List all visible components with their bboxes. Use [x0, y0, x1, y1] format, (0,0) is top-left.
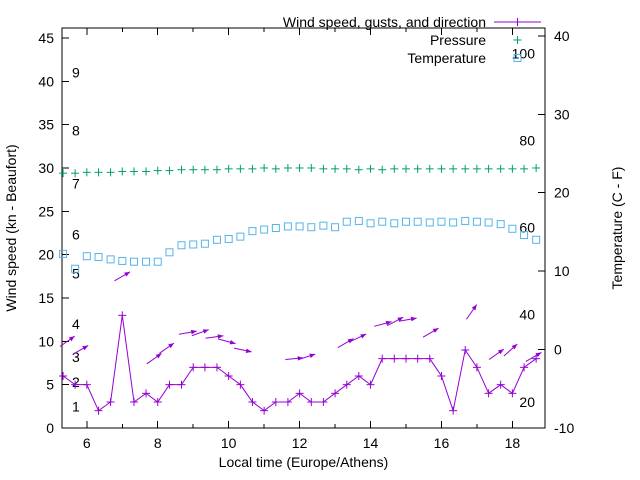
beaufort-label: 3 [72, 349, 80, 365]
x-tick-label: 10 [221, 435, 237, 451]
fahrenheit-label: 20 [519, 394, 535, 410]
beaufort-label: 2 [72, 374, 80, 390]
y-tick-label: 10 [38, 333, 54, 349]
beaufort-label: 6 [72, 227, 80, 243]
y-tick-label: 35 [38, 117, 54, 133]
y2-tick-label: -10 [554, 420, 574, 436]
fahrenheit-label: 40 [519, 307, 535, 323]
x-tick-label: 18 [505, 435, 521, 451]
y2-tick-label: 20 [554, 185, 570, 201]
fahrenheit-label: 100 [512, 45, 536, 61]
pressure-series [59, 163, 541, 178]
x-tick-label: 16 [434, 435, 450, 451]
x-tick-label: 14 [363, 435, 379, 451]
beaufort-label: 9 [72, 65, 80, 81]
x-tick-label: 8 [154, 435, 162, 451]
y-tick-label: 30 [38, 160, 54, 176]
y-tick-label: 15 [38, 290, 54, 306]
plot-border [61, 27, 546, 429]
y2-tick-label: 10 [554, 263, 570, 279]
y-axis-right: -10 0 10 20 30 40 [538, 28, 574, 436]
beaufort-label: 7 [72, 176, 80, 192]
beaufort-label: 5 [72, 266, 80, 282]
y-tick-label: 25 [38, 203, 54, 219]
beaufort-label: 1 [72, 398, 80, 414]
x-axis: 6 8 10 12 14 16 18 [83, 28, 520, 451]
gust-arrows [59, 271, 542, 365]
y2-tick-label: 0 [554, 342, 562, 358]
legend-label: Temperature [407, 50, 486, 66]
axis-titles: Local time (Europe/Athens) Wind speed (kn… [3, 144, 625, 470]
y-tick-label: 5 [46, 377, 54, 393]
y2-tick-label: 40 [554, 28, 570, 44]
y-tick-label: 40 [38, 73, 54, 89]
legend: Wind speed, gusts, and direction Pressure… [283, 14, 541, 66]
y-tick-label: 45 [38, 30, 54, 46]
y2-tick-label: 30 [554, 106, 570, 122]
beaufort-scale-labels: 1 2 3 4 5 6 7 8 9 [72, 65, 80, 415]
beaufort-label: 4 [72, 316, 80, 332]
y-axis-title: Wind speed (kn - Beaufort) [3, 144, 19, 311]
y2-axis-title: Temperature (C - F) [609, 167, 625, 290]
fahrenheit-label: 80 [519, 132, 535, 148]
wind-series [59, 311, 541, 415]
beaufort-label: 8 [72, 123, 80, 139]
x-axis-title: Local time (Europe/Athens) [219, 454, 389, 470]
y-tick-label: 0 [46, 420, 54, 436]
temperature-series [59, 216, 541, 273]
legend-label: Pressure [430, 32, 486, 48]
x-tick-label: 6 [83, 435, 91, 451]
y-axis-left: 0 5 10 15 20 25 30 35 40 45 [38, 30, 69, 436]
x-tick-label: 12 [292, 435, 308, 451]
y-tick-label: 20 [38, 247, 54, 263]
legend-label: Wind speed, gusts, and direction [283, 14, 486, 30]
